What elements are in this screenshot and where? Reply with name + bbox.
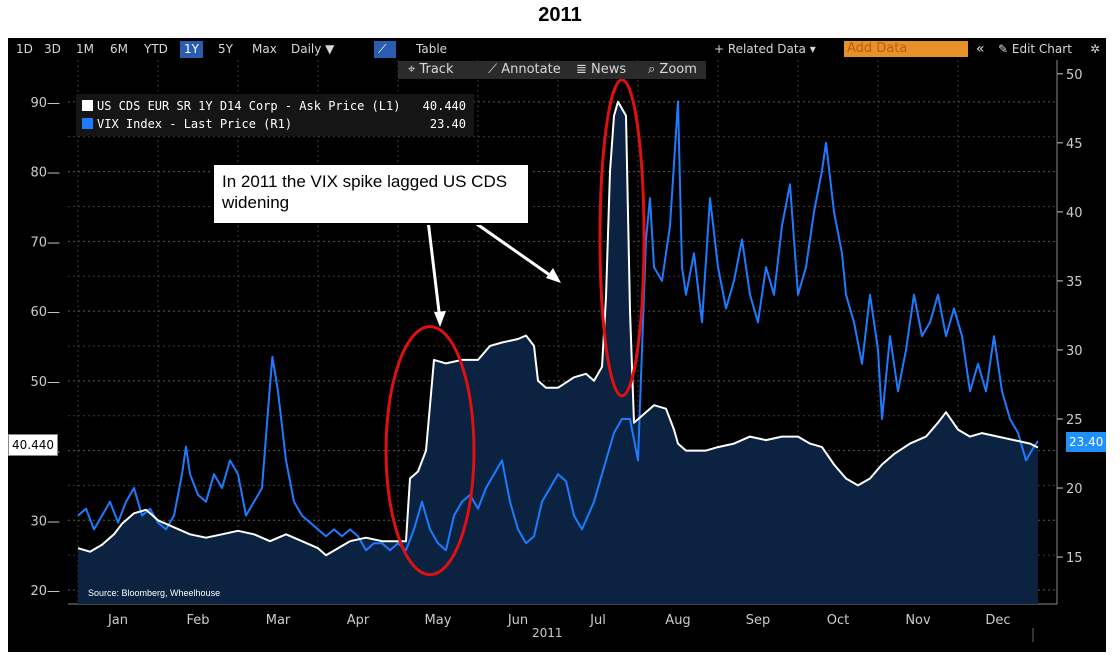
x-axis-tick-label: Apr [347,613,370,628]
chart-subtoolbar: ⌖ Track ⟋ Annotate ≣ News ⌕ Zoom [398,61,706,79]
period-max-button[interactable]: Max [252,42,277,56]
table-button[interactable]: Table [416,42,448,56]
right-axis-tick-label: 45 [1066,137,1083,152]
legend-vix-value: 23.40 [429,117,466,131]
cds-series-line[interactable] [77,100,1039,557]
right-axis-tick-label: 35 [1066,275,1083,290]
track-button[interactable]: ⌖ Track [408,62,454,77]
x-axis-tick-label: Jun [507,613,528,628]
cds-swatch-icon [82,100,93,111]
annotation-arrowhead-1 [434,311,446,327]
period-1y-button[interactable]: 1Y [180,41,203,58]
collapse-icon[interactable]: « [976,41,985,57]
legend-vix-label: VIX Index - Last Price (R1) [97,117,293,131]
x-axis-tick-label: Dec [985,613,1010,628]
left-axis-tick-label: 70— [30,235,60,250]
line-chart-icon[interactable]: ⟋ [374,41,396,58]
x-axis-tick-label: Aug [665,613,690,628]
right-axis-tick-label: 40 [1066,206,1083,221]
right-axis-tick-label: 50 [1066,68,1083,83]
legend-cds-label: US CDS EUR SR 1Y D14 Corp - Ask Price (L… [97,99,401,113]
x-axis-tick-label: Sep [746,613,771,628]
x-axis-tick-label: Feb [186,613,209,628]
x-axis-tick-label: Mar [266,613,291,628]
right-axis-tick-label: 25 [1066,413,1083,428]
annotation-arrowhead-2 [546,268,561,283]
legend-item-vix[interactable]: VIX Index - Last Price (R1) [82,115,292,133]
legend-item-cds[interactable]: US CDS EUR SR 1Y D14 Corp - Ask Price (L… [82,97,400,115]
bloomberg-chart-panel: 20—30—40—50—60—70—80—90—1520253035404550… [8,38,1107,652]
annotation-box: In 2011 the VIX spike lagged US CDS wide… [212,163,530,225]
related-data-button[interactable]: + Related Data ▾ [714,42,816,56]
left-axis-tick-label: 60— [30,305,60,320]
x-axis-tick-label: Jan [107,613,128,628]
right-axis-tick-label: 20 [1066,482,1083,497]
chart-toolbar: 1D 3D 1M 6M YTD 1Y 5Y Max Daily ▼ ⟋ Tabl… [8,38,1106,60]
cds-area-fill [78,101,1038,605]
vix-last-value-tag: 23.40 [1066,432,1107,452]
news-button[interactable]: ≣ News [576,62,627,77]
cds-last-value-tag: 40.440 [8,434,58,456]
x-axis-tick-label: May [425,613,452,628]
highlight-oval-jul [598,78,646,398]
left-axis-tick-label: 90— [30,96,60,111]
x-axis-tick-label: Jul [589,613,606,628]
x-axis-tick-label: Oct [827,613,849,628]
highlight-oval-may [384,325,476,577]
right-axis-tick-label: 30 [1066,344,1083,359]
gear-icon[interactable]: ✲ [1090,42,1101,56]
vix-series-line[interactable] [77,100,1039,552]
edit-chart-button[interactable]: ✎ Edit Chart [998,42,1072,56]
period-1d-button[interactable]: 1D [16,42,33,56]
period-3d-button[interactable]: 3D [44,42,61,56]
chart-canvas[interactable]: 20—30—40—50—60—70—80—90—1520253035404550… [8,38,1106,652]
period-5y-button[interactable]: 5Y [218,42,233,56]
left-axis-tick-label: 50— [30,375,60,390]
vix-swatch-icon [82,118,93,129]
chart-legend: US CDS EUR SR 1Y D14 Corp - Ask Price (L… [76,94,474,136]
chart-title: 2011 [538,4,582,26]
period-ytd-button[interactable]: YTD [144,42,168,56]
zoom-button[interactable]: ⌕ Zoom [648,62,697,77]
frequency-dropdown[interactable]: Daily ▼ [291,42,335,56]
left-axis-tick-label: 80— [30,166,60,181]
source-note: Source: Bloomberg, Wheelhouse [88,588,221,598]
period-6m-button[interactable]: 6M [110,42,128,56]
legend-cds-value: 40.440 [422,99,466,113]
add-data-input[interactable]: Add Data [844,41,968,57]
left-axis-tick-label: 20— [30,584,60,599]
x-axis-year-label: 2011 [532,626,563,640]
left-axis-tick-label: 30— [30,514,60,529]
right-axis-tick-label: 15 [1066,551,1083,566]
x-axis-tick-label: Nov [905,613,931,628]
period-1m-button[interactable]: 1M [76,42,94,56]
annotate-button[interactable]: ⟋ Annotate [488,62,561,77]
